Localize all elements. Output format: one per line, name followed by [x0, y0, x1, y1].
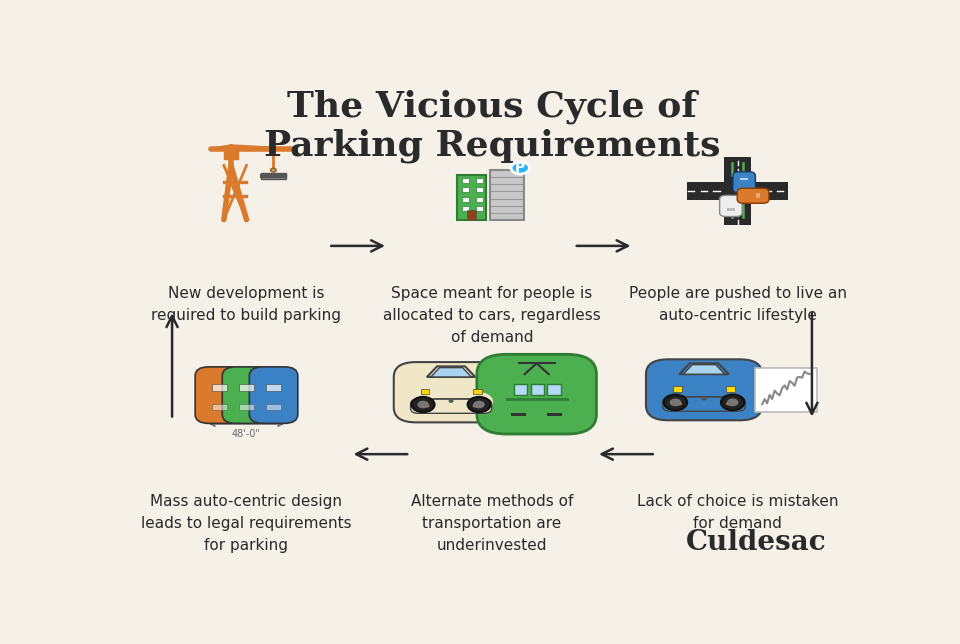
- Bar: [755, 368, 817, 412]
- Circle shape: [448, 399, 454, 403]
- Polygon shape: [431, 368, 471, 377]
- Bar: [462, 187, 468, 193]
- Bar: [724, 157, 751, 225]
- FancyBboxPatch shape: [195, 367, 244, 423]
- Text: Space meant for people is
allocated to cars, regardless
of demand: Space meant for people is allocated to c…: [383, 285, 601, 345]
- Bar: [686, 182, 788, 200]
- Text: Alternate methods of
transportation are
underinvested: Alternate methods of transportation are …: [411, 494, 573, 553]
- Bar: [472, 389, 482, 394]
- Bar: [433, 398, 468, 404]
- FancyBboxPatch shape: [411, 399, 492, 413]
- Bar: [476, 206, 483, 211]
- Bar: [476, 187, 483, 193]
- FancyBboxPatch shape: [224, 149, 238, 159]
- Bar: [266, 404, 281, 410]
- Bar: [457, 175, 487, 220]
- FancyBboxPatch shape: [250, 367, 298, 423]
- Bar: [740, 178, 748, 180]
- Bar: [727, 208, 734, 211]
- Bar: [420, 389, 429, 394]
- Circle shape: [418, 401, 429, 408]
- Text: Lack of choice is mistaken
for demand: Lack of choice is mistaken for demand: [636, 494, 838, 531]
- Polygon shape: [680, 363, 729, 374]
- FancyBboxPatch shape: [732, 172, 756, 193]
- Circle shape: [424, 404, 429, 408]
- Circle shape: [468, 397, 491, 412]
- Circle shape: [271, 168, 276, 172]
- Circle shape: [702, 397, 707, 401]
- Text: The Vicious Cycle of
Parking Requirements: The Vicious Cycle of Parking Requirement…: [264, 90, 720, 163]
- Bar: [476, 196, 483, 202]
- Circle shape: [727, 399, 738, 406]
- Bar: [462, 196, 468, 202]
- Circle shape: [511, 162, 530, 174]
- Bar: [462, 178, 468, 183]
- Bar: [476, 178, 483, 183]
- Bar: [531, 384, 544, 395]
- Bar: [673, 386, 682, 392]
- Circle shape: [726, 402, 732, 406]
- Text: P: P: [516, 161, 525, 175]
- Bar: [512, 413, 526, 416]
- Bar: [239, 384, 254, 392]
- Bar: [212, 404, 227, 410]
- Text: People are pushed to live an
auto-centric lifestyle: People are pushed to live an auto-centri…: [629, 285, 847, 323]
- FancyBboxPatch shape: [737, 188, 769, 204]
- Bar: [212, 384, 227, 392]
- Bar: [547, 384, 561, 395]
- Bar: [490, 170, 524, 220]
- Text: 48'-0": 48'-0": [232, 428, 261, 439]
- Text: Mass auto-centric design
leads to legal requirements
for parking: Mass auto-centric design leads to legal …: [141, 494, 351, 553]
- Circle shape: [663, 395, 687, 410]
- Circle shape: [412, 397, 435, 412]
- FancyBboxPatch shape: [394, 362, 509, 422]
- FancyBboxPatch shape: [662, 397, 745, 412]
- Circle shape: [465, 392, 493, 411]
- FancyBboxPatch shape: [223, 367, 271, 423]
- Circle shape: [669, 399, 682, 406]
- Text: New development is
required to build parking: New development is required to build par…: [152, 285, 342, 323]
- Bar: [726, 386, 735, 392]
- FancyBboxPatch shape: [646, 359, 762, 421]
- Polygon shape: [427, 366, 475, 377]
- Text: Culdesac: Culdesac: [686, 529, 827, 556]
- Circle shape: [409, 392, 437, 411]
- Circle shape: [718, 390, 747, 409]
- Circle shape: [472, 404, 478, 408]
- Bar: [266, 384, 281, 392]
- Bar: [467, 211, 476, 220]
- Bar: [685, 396, 722, 402]
- Bar: [514, 384, 527, 395]
- Circle shape: [661, 390, 689, 409]
- Polygon shape: [684, 365, 725, 374]
- Bar: [462, 206, 468, 211]
- Bar: [756, 193, 760, 198]
- Bar: [205, 371, 287, 421]
- FancyBboxPatch shape: [261, 173, 286, 179]
- FancyBboxPatch shape: [720, 195, 742, 216]
- Bar: [239, 404, 254, 410]
- FancyBboxPatch shape: [477, 354, 596, 434]
- Circle shape: [677, 402, 682, 406]
- Bar: [547, 413, 562, 416]
- Circle shape: [473, 401, 485, 408]
- Circle shape: [721, 395, 744, 410]
